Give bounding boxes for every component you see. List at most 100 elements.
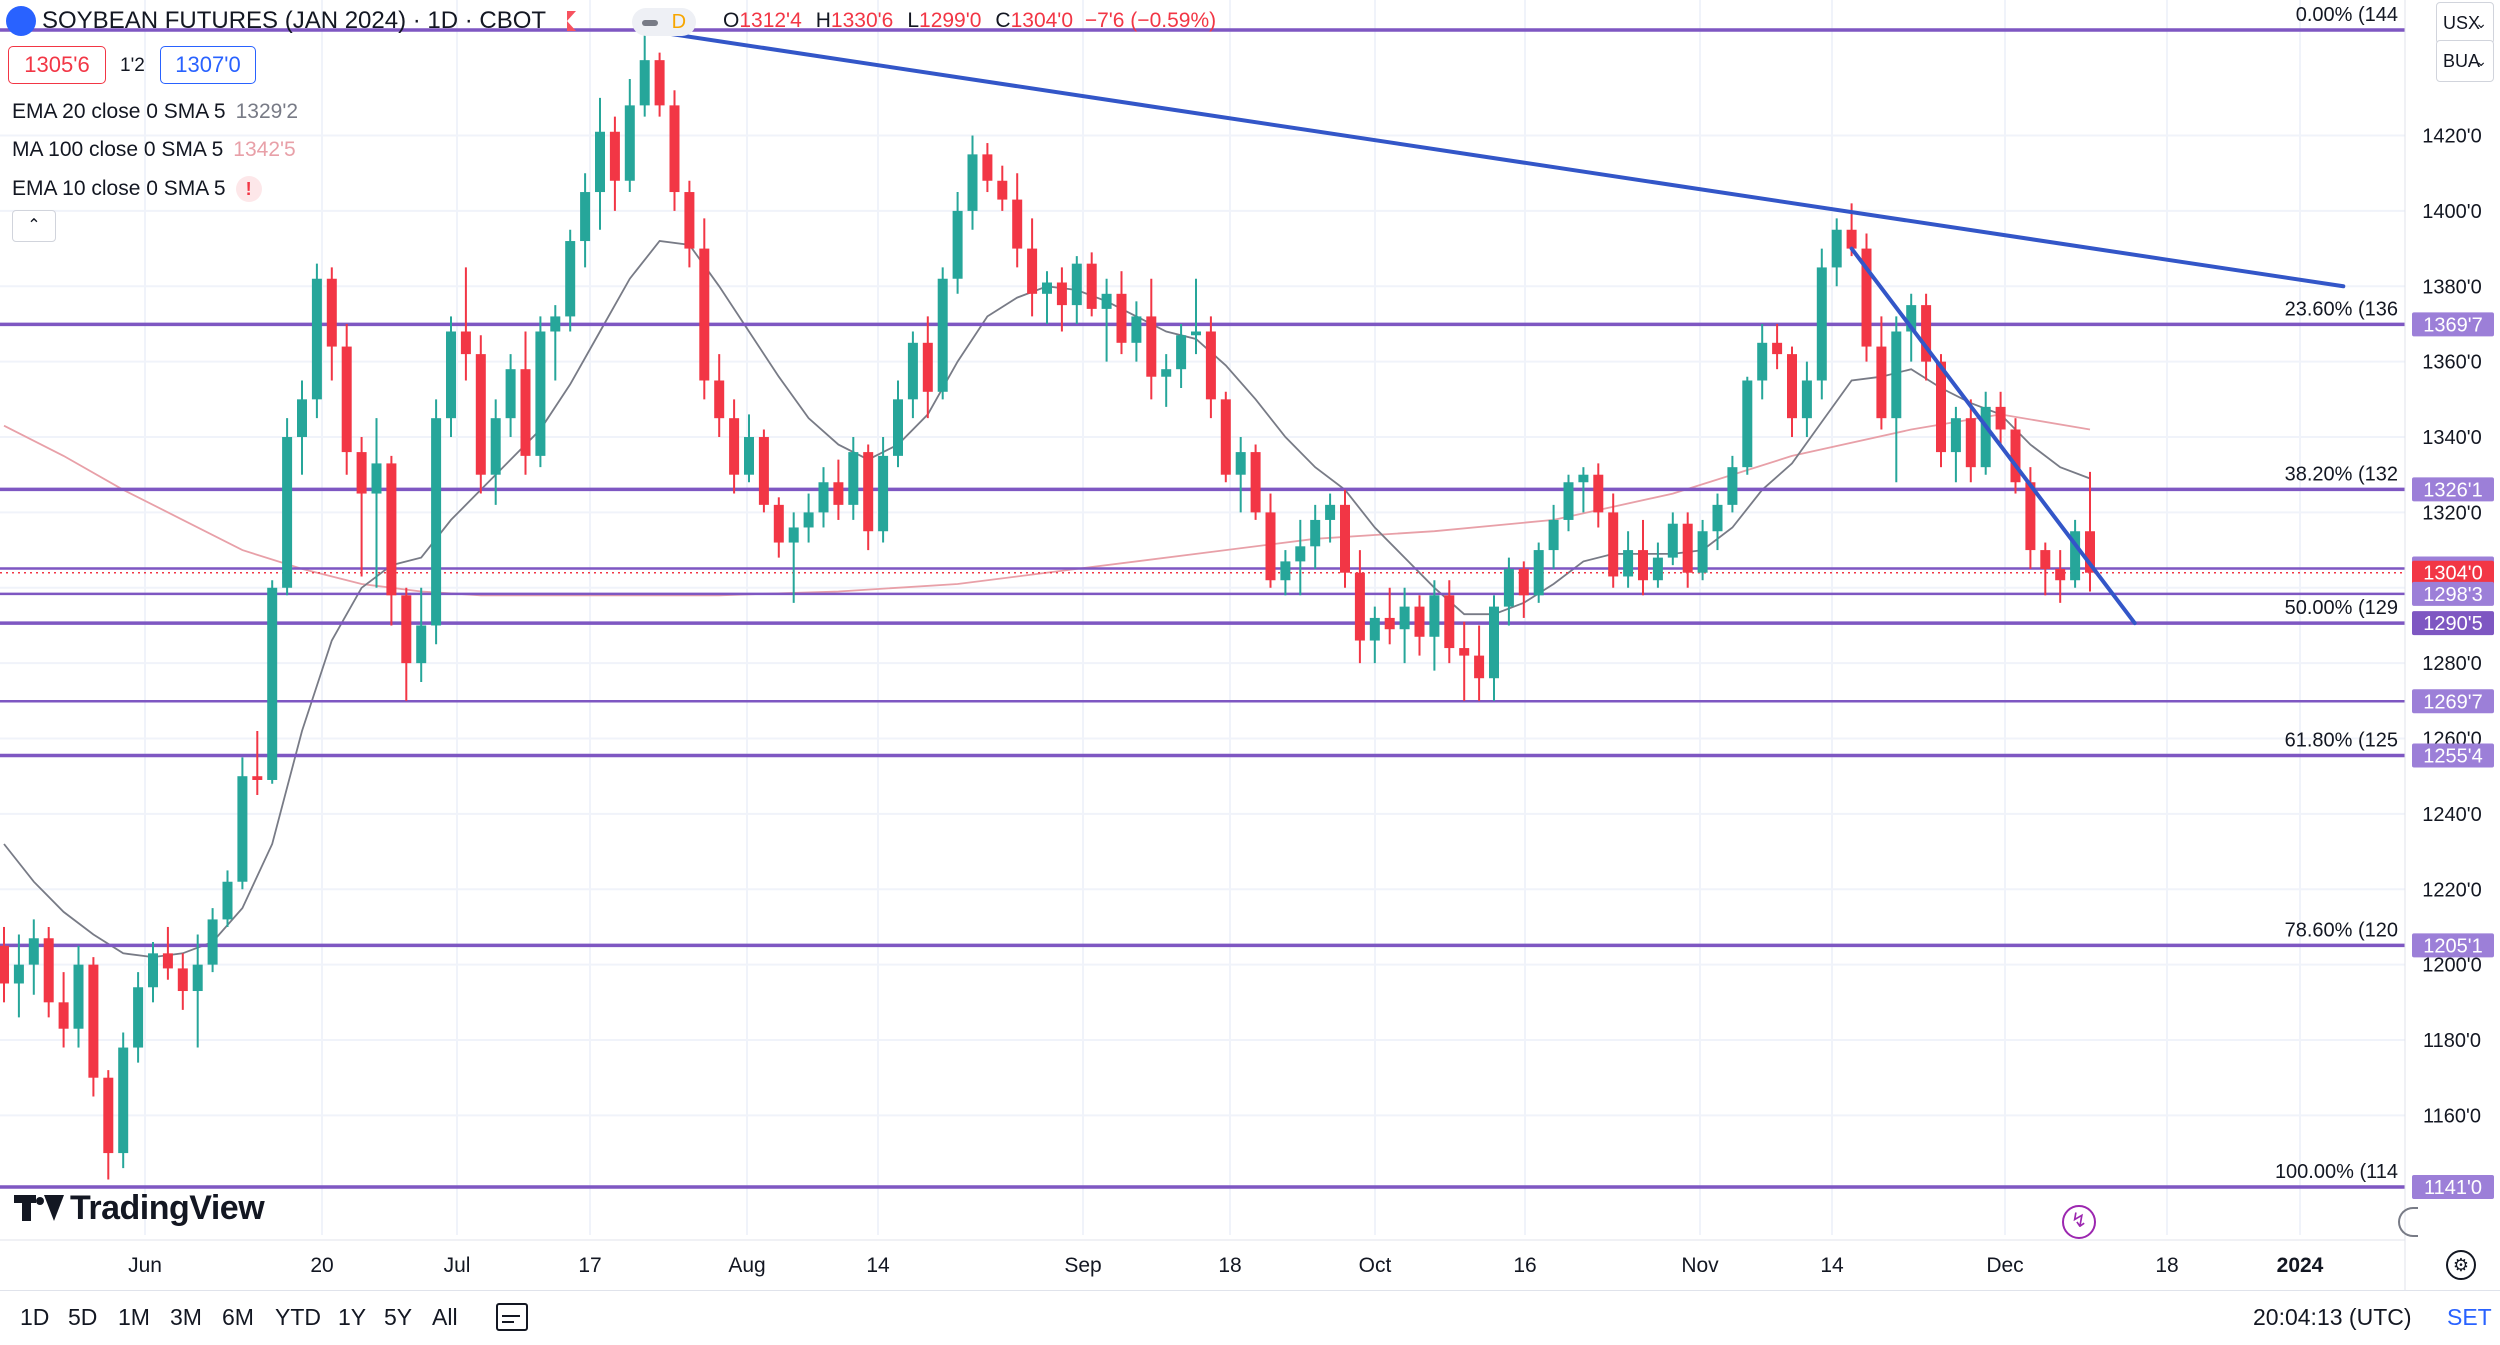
candle-up[interactable] — [222, 881, 233, 920]
candle-down[interactable] — [729, 418, 740, 475]
candle-up[interactable] — [431, 418, 442, 626]
candle-down[interactable] — [1220, 399, 1231, 475]
candle-down[interactable] — [1250, 452, 1261, 513]
price-tag[interactable] — [2412, 933, 2494, 958]
candle-up[interactable] — [1071, 263, 1082, 306]
candle-down[interactable] — [714, 380, 725, 419]
candle-down[interactable] — [386, 463, 397, 596]
candle-down[interactable] — [88, 964, 99, 1078]
price-tag[interactable] — [2412, 477, 2494, 502]
candle-down[interactable] — [997, 180, 1008, 200]
timeframe-3m[interactable]: 3M — [170, 1304, 202, 1330]
candle-up[interactable] — [803, 512, 814, 528]
candle-down[interactable] — [1027, 248, 1038, 294]
candle-up[interactable] — [1489, 606, 1499, 679]
candle-down[interactable] — [1518, 568, 1529, 596]
candle-up[interactable] — [818, 482, 829, 513]
candle-up[interactable] — [311, 278, 322, 400]
candle-down[interactable] — [758, 437, 769, 505]
candle-up[interactable] — [1325, 504, 1336, 520]
candle-up[interactable] — [13, 964, 24, 984]
candle-down[interactable] — [1965, 418, 1976, 468]
candle-up[interactable] — [28, 938, 39, 965]
timeframe-1y[interactable]: 1Y — [338, 1304, 367, 1330]
tradingview-logo[interactable]: TradingView — [14, 1187, 265, 1228]
candle-up[interactable] — [744, 437, 754, 475]
candle-down[interactable] — [177, 968, 188, 992]
candle-up[interactable] — [1533, 550, 1544, 596]
candle-up[interactable] — [237, 776, 248, 882]
candle-up[interactable] — [535, 331, 546, 456]
candle-down[interactable] — [0, 945, 9, 984]
timeframe-1m[interactable]: 1M — [118, 1304, 150, 1330]
candle-down[interactable] — [326, 278, 337, 347]
candle-up[interactable] — [907, 342, 918, 400]
indicator-ema20[interactable]: EMA 20 close 0 SMA 5 1329'2 — [12, 100, 298, 124]
trendline[interactable] — [642, 28, 2346, 289]
candle-up[interactable] — [267, 587, 278, 780]
fibonacci-levels[interactable]: 0.00% (144 23.60% (136 38.20% (132 50.00% (… — [0, 4, 2405, 1189]
candle-down[interactable] — [460, 331, 471, 355]
candle-up[interactable] — [1429, 595, 1440, 637]
candle-down[interactable] — [982, 154, 993, 181]
timeframe-5y[interactable]: 5Y — [384, 1304, 413, 1330]
candle-up[interactable] — [624, 105, 635, 181]
candle-down[interactable] — [1012, 199, 1023, 249]
candle-down[interactable] — [1936, 361, 1946, 453]
candle-up[interactable] — [1757, 342, 1768, 381]
candle-up[interactable] — [1131, 316, 1142, 343]
candle-up[interactable] — [937, 278, 948, 392]
candle-up[interactable] — [1503, 568, 1514, 607]
candle-up[interactable] — [207, 919, 218, 965]
candle-up[interactable] — [1623, 550, 1634, 577]
candle-up[interactable] — [297, 399, 307, 438]
candle-up[interactable] — [371, 463, 382, 494]
candle-down[interactable] — [252, 776, 263, 780]
candle-down[interactable] — [356, 452, 367, 494]
candle-down[interactable] — [2055, 568, 2066, 581]
candle-down[interactable] — [1682, 523, 1693, 573]
candle-up[interactable] — [1176, 335, 1187, 370]
candle-down[interactable] — [1444, 595, 1455, 649]
candle-up[interactable] — [1652, 557, 1663, 581]
settings-button[interactable]: SET — [2447, 1304, 2492, 1330]
price-tag[interactable] — [2412, 743, 2494, 768]
candle-up[interactable] — [1816, 267, 1827, 381]
timeframe-all[interactable]: All — [432, 1304, 458, 1330]
candle-up[interactable] — [446, 331, 456, 419]
candle-down[interactable] — [2040, 550, 2051, 569]
candle-up[interactable] — [416, 625, 427, 664]
candle-up[interactable] — [565, 241, 576, 317]
candle-down[interactable] — [654, 60, 665, 106]
candle-up[interactable] — [1742, 380, 1753, 468]
candle-up[interactable] — [1042, 282, 1052, 294]
candle-down[interactable] — [1921, 305, 1932, 362]
candle-down[interactable] — [1474, 655, 1485, 679]
candle-down[interactable] — [669, 105, 680, 193]
candle-up[interactable] — [1727, 467, 1738, 505]
candle-down[interactable] — [1056, 282, 1067, 306]
candle-down[interactable] — [401, 595, 412, 664]
candle-down[interactable] — [58, 1002, 69, 1029]
price-tag[interactable] — [2412, 581, 2494, 606]
candle-up[interactable] — [282, 437, 293, 588]
price-tag[interactable] — [2412, 689, 2494, 714]
candle-down[interactable] — [1414, 606, 1425, 637]
candle-down[interactable] — [699, 248, 710, 381]
flag-icon[interactable] — [566, 11, 576, 31]
candle-up[interactable] — [1548, 519, 1559, 551]
time-axis[interactable]: Jun 20 Jul 17 Aug 14 Sep 18 Oct 16 Nov 14 Dec 18 2024 — [0, 1239, 2405, 1277]
interval-badge[interactable]: D — [632, 8, 697, 36]
timeframe-1d[interactable]: 1D — [20, 1304, 50, 1330]
candle-up[interactable] — [952, 210, 963, 279]
candle-up[interactable] — [893, 399, 903, 456]
candle-down[interactable] — [1086, 263, 1097, 309]
candle-down[interactable] — [341, 346, 352, 453]
timeframe-5d[interactable]: 5D — [68, 1304, 98, 1330]
candle-up[interactable] — [1161, 369, 1172, 377]
candle-up[interactable] — [595, 131, 605, 193]
candle-up[interactable] — [148, 953, 158, 988]
candle-up[interactable] — [1191, 331, 1201, 336]
candle-down[interactable] — [684, 192, 695, 249]
